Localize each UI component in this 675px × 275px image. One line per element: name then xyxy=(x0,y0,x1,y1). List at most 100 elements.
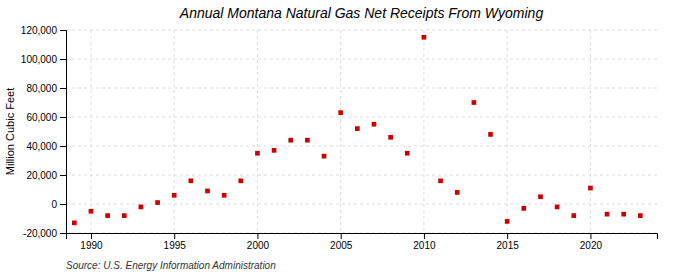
tick: 2005 xyxy=(330,233,353,251)
source-note: Source: U.S. Energy Information Administ… xyxy=(66,260,276,271)
grid-line xyxy=(174,30,175,233)
tick-label: 2015 xyxy=(497,240,520,251)
tick-label: 100,000 xyxy=(21,54,58,65)
tick: 60,000 xyxy=(26,112,66,123)
grid-line xyxy=(66,88,657,89)
tick: 2015 xyxy=(497,233,520,251)
point xyxy=(255,151,260,156)
point xyxy=(455,190,460,195)
y-axis: -20,000 0 20,000 40,000 60,000 80,000 100,000 1… xyxy=(21,25,67,239)
tick-label: 2010 xyxy=(413,240,436,251)
point xyxy=(438,178,443,183)
point xyxy=(155,200,160,205)
point xyxy=(422,35,427,40)
tick: 100,000 xyxy=(21,54,66,65)
point xyxy=(571,213,576,218)
point xyxy=(122,213,127,218)
point xyxy=(105,213,110,218)
grid-line xyxy=(66,146,657,147)
tick-label: 20,000 xyxy=(26,170,57,181)
tick: 2020 xyxy=(580,233,603,251)
point xyxy=(538,194,543,199)
grid-line xyxy=(423,30,424,233)
tick: 80,000 xyxy=(26,83,66,94)
tick: 40,000 xyxy=(26,141,66,152)
tick-label: 2005 xyxy=(330,240,353,251)
points xyxy=(72,35,643,225)
grid-line xyxy=(340,30,341,233)
tick-mark xyxy=(507,233,508,239)
y-axis-title: Million Cubic Feet xyxy=(4,88,16,175)
tick-label: 120,000 xyxy=(21,25,58,36)
grid-line xyxy=(66,175,657,176)
tick-label: 1990 xyxy=(80,240,103,251)
grid-line xyxy=(66,204,657,205)
point xyxy=(505,219,510,224)
tick-mark xyxy=(424,233,425,239)
chart: 1990 1995 2000 2005 2010 2015 2020 -20,000 0 20,0… xyxy=(0,0,675,275)
grid-line xyxy=(66,59,657,60)
grid-line xyxy=(257,30,258,233)
tick: 1990 xyxy=(80,233,103,251)
tick: 2000 xyxy=(247,233,270,251)
grid-line xyxy=(90,30,91,233)
tick-mark xyxy=(341,233,342,239)
point xyxy=(621,212,626,217)
tick-label: 60,000 xyxy=(26,112,57,123)
tick-mark xyxy=(60,59,66,60)
tick-mark xyxy=(91,233,92,239)
tick-mark xyxy=(60,88,66,89)
axis-line xyxy=(60,31,67,234)
point xyxy=(405,151,410,156)
tick-mark xyxy=(60,175,66,176)
point xyxy=(488,132,493,137)
grid-line xyxy=(66,30,657,31)
point xyxy=(472,100,477,105)
point xyxy=(305,138,310,143)
point xyxy=(388,135,393,140)
tick-label: 1995 xyxy=(164,240,187,251)
point xyxy=(288,138,293,143)
point xyxy=(521,206,526,211)
tick-mark xyxy=(174,233,175,239)
tick: 0 xyxy=(51,199,66,210)
point xyxy=(605,212,610,217)
tick: 120,000 xyxy=(21,25,66,36)
grid-line xyxy=(507,30,508,233)
tick-mark xyxy=(60,233,66,234)
title: Annual Montana Natural Gas Net Receipts … xyxy=(179,5,544,21)
tick: 2010 xyxy=(413,233,436,251)
point xyxy=(238,178,243,183)
point xyxy=(72,221,77,226)
tick: 1995 xyxy=(164,233,187,251)
grid xyxy=(66,30,657,233)
axis-line xyxy=(67,234,658,240)
tick-label: 2000 xyxy=(247,240,270,251)
tick-mark xyxy=(60,117,66,118)
tick-mark xyxy=(60,30,66,31)
point xyxy=(205,189,210,194)
tick-label: 80,000 xyxy=(26,83,57,94)
grid-line xyxy=(66,117,657,118)
point xyxy=(555,205,560,210)
point xyxy=(172,193,177,198)
tick-label: 40,000 xyxy=(26,141,57,152)
tick-mark xyxy=(257,233,258,239)
tick-mark xyxy=(60,146,66,147)
point xyxy=(222,193,227,198)
point xyxy=(338,110,343,115)
grid-line xyxy=(590,30,591,233)
point xyxy=(355,126,360,131)
tick: 20,000 xyxy=(26,170,66,181)
point xyxy=(588,186,593,191)
tick-label: -20,000 xyxy=(23,228,57,239)
tick-label: 2020 xyxy=(580,240,603,251)
point xyxy=(638,213,643,218)
tick-mark xyxy=(590,233,591,239)
x-axis: 1990 1995 2000 2005 2010 2015 2020 xyxy=(67,233,658,251)
tick: -20,000 xyxy=(23,228,66,239)
point xyxy=(89,209,94,214)
tick-label: 0 xyxy=(51,199,57,210)
plot: 1990 1995 2000 2005 2010 2015 2020 -20,000 0 20,0… xyxy=(21,25,658,251)
point xyxy=(189,178,194,183)
